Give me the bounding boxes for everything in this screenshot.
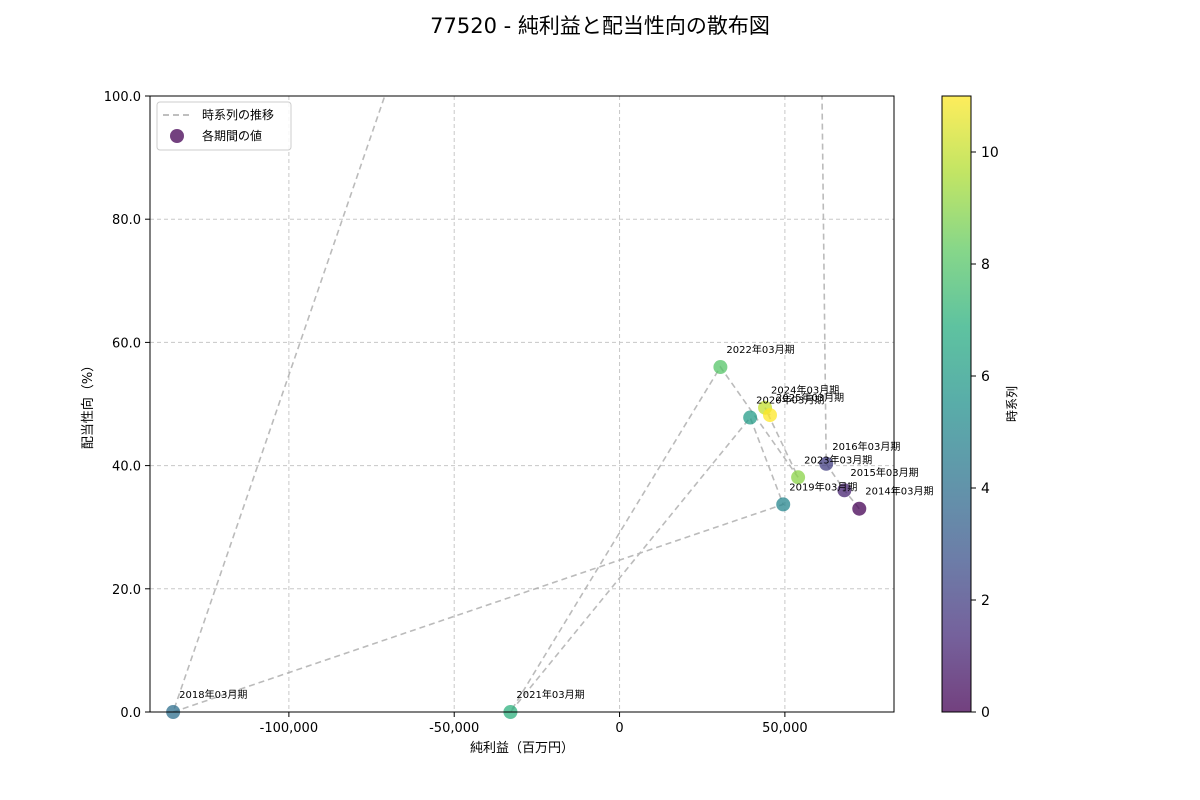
point-label: 2014年03月期: [865, 485, 933, 498]
x-tick-label: 50,000: [762, 721, 808, 736]
colorbar-label: 時系列: [1005, 386, 1019, 422]
y-tick-label: 80.0: [112, 213, 141, 228]
colorbar-frame: [941, 95, 972, 713]
data-point: [713, 360, 728, 375]
legend-line-label: 時系列の推移: [202, 108, 274, 122]
point-label: 2021年03月期: [516, 688, 584, 701]
data-point: [763, 408, 777, 423]
point-label: 2022年03月期: [726, 343, 794, 356]
y-tick-label: 60.0: [112, 336, 141, 351]
plot-frame: [149, 95, 895, 713]
data-point: [791, 470, 806, 485]
point-label: 2019年03月期: [789, 480, 857, 493]
x-tick-label: -100,000: [260, 721, 318, 736]
colorbar-gradient: [942, 96, 971, 712]
legend-marker-swatch: [170, 129, 184, 143]
axes: -100,000 -50,000 0 50,000 0.0 20.0 40.0 60.0 80.…: [80, 90, 808, 756]
grid-lines: [150, 96, 894, 712]
point-label: 2016年03月期: [832, 440, 900, 453]
colorbar-tick-label: 10: [981, 145, 999, 161]
point-label: 2018年03月期: [179, 688, 247, 701]
y-tick-label: 100.0: [104, 90, 141, 105]
chart-title: 77520 - 純利益と配当性向の散布図: [430, 14, 770, 38]
point-labels-layer: 2014年03月期 2015年03月期 2016年03月期 2018年03月期 2019…: [179, 343, 933, 701]
colorbar-tick-label: 2: [981, 593, 990, 609]
y-tick-label: 0.0: [120, 706, 141, 721]
y-tick-label: 20.0: [112, 583, 141, 598]
data-point: [743, 410, 758, 425]
data-point: [852, 501, 867, 516]
colorbar-tick-label: 4: [981, 481, 990, 497]
legend-marker-label: 各期間の値: [202, 128, 262, 143]
x-tick-label: -50,000: [429, 721, 479, 736]
data-points-layer: [166, 360, 867, 719]
point-label: 2015年03月期: [850, 466, 918, 479]
point-label: 2020年03月期: [756, 394, 824, 407]
x-axis-label: 純利益（百万円）: [470, 741, 574, 756]
colorbar-tick-label: 6: [981, 369, 990, 385]
colorbar-tick-label: 8: [981, 257, 990, 273]
colorbar: 0 2 4 6 8 10 時系列: [941, 95, 1019, 721]
x-tick-label: 0: [615, 721, 623, 736]
y-tick-label: 40.0: [112, 460, 141, 475]
colorbar-tick-label: 0: [981, 705, 990, 721]
point-label: 2025年03月期: [776, 391, 844, 404]
data-point: [837, 483, 852, 498]
point-label: 2024年03月期: [771, 384, 839, 397]
point-label: 2023年03月期: [804, 453, 872, 466]
data-point: [819, 456, 834, 471]
y-axis-label: 配当性向（%）: [80, 359, 96, 449]
legend-box: [156, 101, 292, 151]
data-point: [776, 497, 791, 512]
